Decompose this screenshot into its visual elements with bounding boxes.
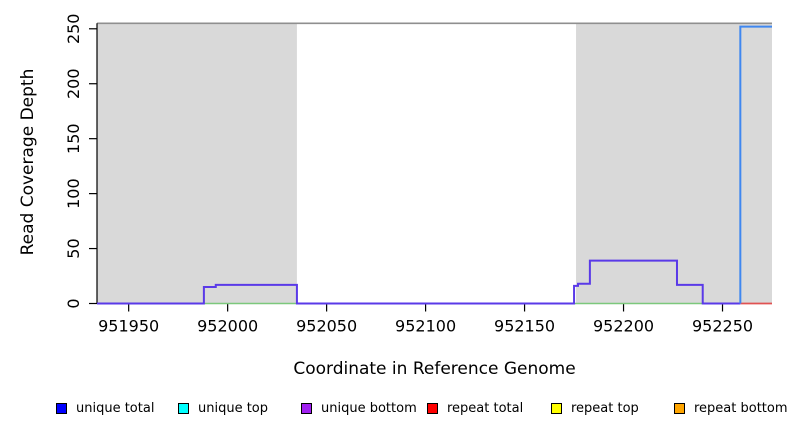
- series-unique-coverage-step-line: [97, 259, 741, 305]
- repeat-bottom-swatch-icon: [674, 402, 685, 414]
- unique-top-swatch-icon: [178, 402, 189, 414]
- repeat-top-swatch-icon: [551, 402, 562, 414]
- legend: unique total unique top unique bottom re…: [0, 398, 792, 420]
- repeat-region-shading: [97, 23, 297, 304]
- legend-item-repeat-top: repeat top: [551, 398, 639, 418]
- x-tick-label: 952100: [395, 317, 456, 336]
- legend-item-unique-top: unique top: [178, 398, 268, 418]
- legend-label: unique bottom: [321, 400, 417, 416]
- series-blue-coverage-spike: [739, 25, 772, 304]
- y-tick-label: 100: [64, 178, 83, 209]
- legend-item-unique-bottom: unique bottom: [301, 398, 417, 418]
- y-tick-label: 150: [64, 123, 83, 154]
- legend-label: repeat top: [571, 400, 639, 416]
- y-tick-label: 0: [64, 298, 83, 308]
- x-tick-label: 952200: [593, 317, 654, 336]
- x-tick-label: 952250: [692, 317, 753, 336]
- legend-label: repeat bottom: [694, 400, 788, 416]
- legend-item-repeat-total: repeat total: [427, 398, 523, 418]
- repeat-total-swatch-icon: [427, 402, 438, 414]
- legend-item-unique-total: unique total: [56, 398, 154, 418]
- y-tick-label: 50: [64, 238, 83, 258]
- legend-label: unique top: [198, 400, 269, 416]
- y-axis-title: Read Coverage Depth: [18, 68, 38, 256]
- x-tick-label: 952150: [494, 317, 555, 336]
- x-axis-title: Coordinate in Reference Genome: [293, 359, 576, 379]
- legend-label: unique total: [76, 400, 155, 416]
- unique-bottom-swatch-icon: [301, 402, 312, 414]
- y-tick-label: 200: [64, 68, 83, 99]
- unique-total-swatch-icon: [56, 402, 67, 414]
- x-tick-label: 951950: [98, 317, 159, 336]
- legend-label: repeat total: [447, 400, 524, 416]
- x-tick-label: 952000: [197, 317, 258, 336]
- x-tick-label: 952050: [296, 317, 357, 336]
- legend-item-repeat-bottom: repeat bottom: [674, 398, 788, 418]
- y-tick-label: 250: [64, 14, 83, 45]
